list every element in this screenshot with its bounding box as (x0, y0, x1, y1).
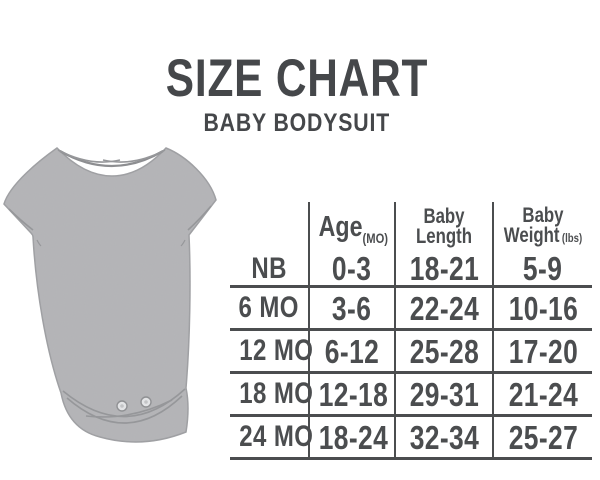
size-label: 24 MO (239, 420, 314, 453)
table-row: NB 0-3 18-21 5-9 (230, 250, 592, 288)
size-label: NB (251, 251, 287, 285)
size-cell: 24 MO (230, 415, 313, 460)
header-length-cell: Baby Length (394, 202, 493, 252)
size-label: 12 MO (239, 334, 314, 367)
length-cell: 22-24 (394, 286, 493, 331)
weight-value: 17-20 (508, 332, 578, 370)
age-cell: 0-3 (308, 250, 395, 288)
age-value: 18-24 (318, 418, 389, 456)
page-subtitle: BABY BODYSUIT (203, 109, 391, 137)
header-age-cell: Age(MO) (308, 202, 395, 252)
header-length-line2: Length (415, 225, 472, 248)
snap-button-center (120, 404, 124, 408)
length-value: 18-21 (409, 250, 479, 287)
header-size-cell (230, 202, 309, 252)
length-value: 22-24 (409, 289, 479, 327)
header-length-line1: Baby (423, 205, 465, 228)
age-cell: 3-6 (308, 286, 395, 331)
length-cell: 32-34 (394, 415, 493, 460)
header-weight-line2: Weight (503, 224, 560, 247)
table-header-row: Age(MO) Baby Length Baby Weight (lbs) (230, 202, 592, 252)
age-value: 12-18 (318, 375, 389, 413)
age-cell: 18-24 (308, 415, 395, 460)
header-age-label: Age (318, 210, 363, 243)
weight-cell: 10-16 (492, 286, 592, 331)
size-cell: NB (230, 251, 309, 288)
header-age-unit: (MO) (362, 229, 389, 246)
table-row: 18 MO 12-18 29-31 21-24 (230, 372, 592, 417)
baby-bodysuit-image (3, 147, 217, 443)
header-weight-unit: (lbs) (561, 231, 583, 245)
length-value: 29-31 (409, 375, 479, 413)
weight-value: 25-27 (508, 418, 578, 456)
weight-cell: 17-20 (492, 329, 592, 374)
header-weight-cell: Baby Weight (lbs) (492, 202, 592, 252)
snap-button-center (144, 400, 148, 404)
weight-cell: 21-24 (492, 372, 592, 417)
weight-value: 5-9 (523, 250, 563, 287)
length-value: 25-28 (409, 332, 479, 370)
size-cell: 12 MO (230, 329, 313, 374)
snap-buttons (116, 396, 152, 412)
length-cell: 18-21 (394, 250, 493, 288)
size-cell: 18 MO (230, 372, 313, 417)
size-chart-table: Age(MO) Baby Length Baby Weight (lbs) NB … (230, 202, 592, 460)
table-row: 6 MO 3-6 22-24 10-16 (230, 286, 592, 331)
size-cell: 6 MO (230, 286, 309, 331)
page-title: SIZE CHART (165, 49, 429, 108)
table-row: 24 MO 18-24 32-34 25-27 (230, 415, 592, 460)
weight-value: 10-16 (508, 289, 578, 327)
age-cell: 12-18 (308, 372, 395, 417)
header-weight-line1: Baby (522, 204, 564, 227)
length-value: 32-34 (409, 418, 479, 456)
age-cell: 6-12 (308, 329, 395, 374)
weight-cell: 5-9 (492, 250, 592, 288)
size-label: 6 MO (238, 291, 300, 324)
length-cell: 25-28 (394, 329, 493, 374)
size-label: 18 MO (239, 377, 314, 410)
weight-cell: 25-27 (492, 415, 592, 460)
age-value: 3-6 (332, 289, 372, 327)
bodysuit-body (3, 147, 217, 443)
age-value: 0-3 (332, 250, 372, 287)
table-row: 12 MO 6-12 25-28 17-20 (230, 329, 592, 374)
length-cell: 29-31 (394, 372, 493, 417)
bodysuit-seams (8, 149, 212, 424)
age-value: 6-12 (324, 332, 380, 370)
weight-value: 21-24 (508, 375, 578, 413)
